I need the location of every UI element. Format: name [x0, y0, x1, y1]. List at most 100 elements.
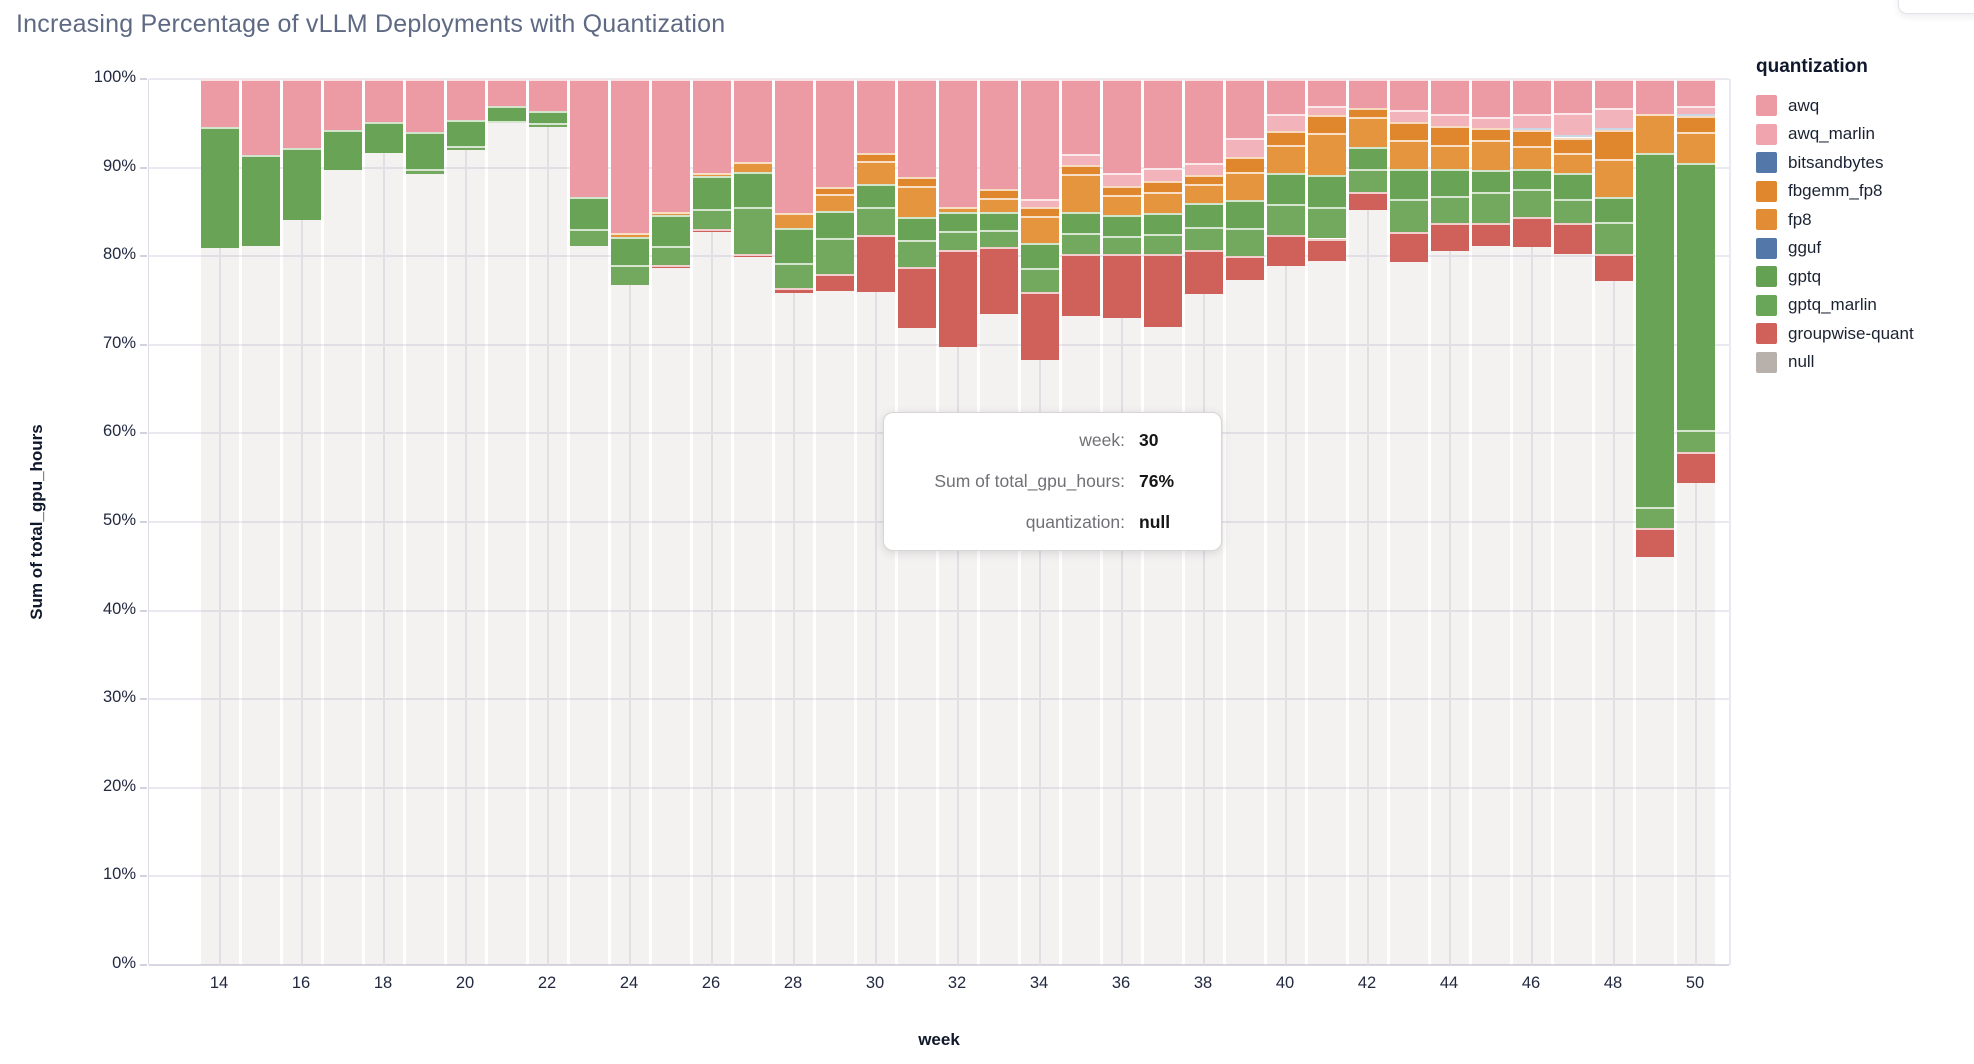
bar-segment-fp8-week-32[interactable]: [939, 206, 977, 212]
bar-segment-fp8-week-50[interactable]: [1677, 132, 1715, 164]
bar-segment-awq-week-26[interactable]: [693, 79, 731, 173]
bar-segment-gptq_marlin-week-38[interactable]: [1185, 226, 1223, 250]
bar-segment-groupwise-quant-week-26[interactable]: [693, 228, 731, 233]
bar-segment-fp8-week-40[interactable]: [1267, 144, 1305, 173]
bar-segment-fp8-week-26[interactable]: [693, 172, 731, 177]
bar-segment-fp8-week-49[interactable]: [1636, 113, 1674, 153]
bar-segment-awq-week-31[interactable]: [898, 79, 936, 178]
bar-segment-gptq-week-40[interactable]: [1267, 172, 1305, 204]
bar-segment-groupwise-quant-week-31[interactable]: [898, 266, 936, 328]
bar-segment-fp8-week-45[interactable]: [1472, 140, 1510, 171]
bar-segment-awq-week-49[interactable]: [1636, 79, 1674, 114]
bar-segment-awq_marlin-week-44[interactable]: [1431, 114, 1469, 126]
bar-segment-fbgemm_fp8-week-34[interactable]: [1021, 207, 1059, 217]
bar-segment-awq-week-17[interactable]: [324, 79, 362, 131]
bar-segment-awq-week-16[interactable]: [283, 79, 321, 149]
bar-segment-gptq_marlin-week-39[interactable]: [1226, 227, 1264, 257]
bar-segment-gptq-week-37[interactable]: [1144, 212, 1182, 235]
bar-segment-awq-week-23[interactable]: [570, 79, 608, 197]
bar-segment-gptq_marlin-week-26[interactable]: [693, 209, 731, 229]
bar-segment-awq-week-45[interactable]: [1472, 79, 1510, 118]
bar-segment-gptq-week-30[interactable]: [857, 183, 895, 208]
bar-segment-gptq_marlin-week-44[interactable]: [1431, 195, 1469, 223]
bar-segment-groupwise-quant-week-46[interactable]: [1513, 217, 1551, 248]
bar-segment-fbgemm_fp8-week-40[interactable]: [1267, 131, 1305, 145]
bar-segment-groupwise-quant-week-27[interactable]: [734, 254, 772, 258]
bar-segment-awq_marlin-week-36[interactable]: [1103, 172, 1141, 187]
bar-segment-bitsandbytes-week-46[interactable]: [1513, 127, 1551, 131]
bar-segment-null-week-25[interactable]: [652, 267, 690, 965]
bar-segment-awq-week-33[interactable]: [980, 79, 1018, 189]
bar-segment-null-week-28[interactable]: [775, 292, 813, 965]
bar-segment-null-week-30[interactable]: [857, 291, 895, 965]
bar-segment-fbgemm_fp8-week-45[interactable]: [1472, 127, 1510, 141]
bar-segment-bitsandbytes-week-48[interactable]: [1595, 127, 1633, 131]
bar-segment-groupwise-quant-week-40[interactable]: [1267, 234, 1305, 266]
legend-item-bitsandbytes[interactable]: bitsandbytes: [1756, 152, 1970, 173]
bar-segment-gptq-week-28[interactable]: [775, 227, 813, 264]
bar-segment-fbgemm_fp8-week-37[interactable]: [1144, 180, 1182, 192]
bar-segment-null-week-19[interactable]: [406, 173, 444, 965]
bar-segment-null-week-18[interactable]: [365, 153, 403, 965]
bar-segment-awq_marlin-week-38[interactable]: [1185, 163, 1223, 175]
bar-segment-null-week-20[interactable]: [447, 149, 485, 965]
bar-segment-gptq_marlin-week-40[interactable]: [1267, 203, 1305, 235]
bar-segment-groupwise-quant-week-30[interactable]: [857, 234, 895, 292]
bar-segment-gptq-week-22[interactable]: [529, 110, 567, 124]
bar-segment-gptq_marlin-week-48[interactable]: [1595, 221, 1633, 255]
bar-segment-awq_marlin-week-35[interactable]: [1062, 154, 1100, 165]
bar-segment-fbgemm_fp8-week-39[interactable]: [1226, 156, 1264, 173]
bar-segment-null-week-50[interactable]: [1677, 483, 1715, 965]
bar-segment-awq-week-34[interactable]: [1021, 79, 1059, 199]
bar-segment-gptq_marlin-week-31[interactable]: [898, 240, 936, 267]
bar-segment-null-week-15[interactable]: [242, 246, 280, 965]
bar-segment-gptq-week-41[interactable]: [1308, 174, 1346, 207]
bar-segment-awq-week-42[interactable]: [1349, 79, 1387, 109]
bar-segment-null-week-26[interactable]: [693, 232, 731, 965]
bar-segment-awq_marlin-week-37[interactable]: [1144, 167, 1182, 181]
bar-segment-gptq-week-36[interactable]: [1103, 214, 1141, 236]
bar-segment-null-week-43[interactable]: [1390, 261, 1428, 965]
bar-segment-null-week-40[interactable]: [1267, 265, 1305, 965]
bar-segment-gptq-week-26[interactable]: [693, 176, 731, 210]
bar-segment-awq_marlin-week-50[interactable]: [1677, 105, 1715, 114]
bar-segment-gptq-week-14[interactable]: [201, 126, 239, 249]
bar-segment-fp8-week-31[interactable]: [898, 186, 936, 218]
bar-segment-gptq-week-33[interactable]: [980, 211, 1018, 230]
legend-item-fbgemm_fp8[interactable]: fbgemm_fp8: [1756, 180, 1970, 202]
bar-segment-groupwise-quant-week-42[interactable]: [1349, 192, 1387, 211]
legend-item-awq_marlin[interactable]: awq_marlin: [1756, 123, 1970, 145]
bar-segment-awq-week-47[interactable]: [1554, 79, 1592, 113]
bar-segment-gptq_marlin-week-43[interactable]: [1390, 198, 1428, 233]
bar-segment-awq-week-28[interactable]: [775, 79, 813, 213]
bar-segment-null-week-29[interactable]: [816, 290, 854, 965]
bar-segment-null-week-24[interactable]: [611, 285, 649, 965]
bar-segment-fbgemm_fp8-week-29[interactable]: [816, 187, 854, 195]
bar-segment-null-week-45[interactable]: [1472, 246, 1510, 965]
bar-segment-fp8-week-37[interactable]: [1144, 191, 1182, 213]
bar-segment-groupwise-quant-week-39[interactable]: [1226, 256, 1264, 281]
bar-segment-gptq_marlin-week-47[interactable]: [1554, 198, 1592, 224]
bar-segment-fp8-week-47[interactable]: [1554, 152, 1592, 173]
bar-segment-gptq-week-32[interactable]: [939, 211, 977, 231]
bar-segment-awq-week-20[interactable]: [447, 79, 485, 120]
bar-segment-awq-week-27[interactable]: [734, 79, 772, 163]
bar-segment-null-week-42[interactable]: [1349, 210, 1387, 965]
bar-segment-groupwise-quant-week-33[interactable]: [980, 247, 1018, 314]
bar-segment-awq-week-14[interactable]: [201, 79, 239, 127]
bar-segment-groupwise-quant-week-34[interactable]: [1021, 291, 1059, 360]
bar-segment-fbgemm_fp8-week-48[interactable]: [1595, 130, 1633, 159]
bar-segment-groupwise-quant-week-41[interactable]: [1308, 238, 1346, 261]
bar-segment-fp8-week-24[interactable]: [611, 233, 649, 237]
bar-segment-awq-week-50[interactable]: [1677, 79, 1715, 106]
bar-segment-gptq_marlin-week-42[interactable]: [1349, 169, 1387, 193]
bar-segment-gptq-week-17[interactable]: [324, 130, 362, 171]
bar-segment-awq_marlin-week-34[interactable]: [1021, 198, 1059, 208]
bar-segment-fbgemm_fp8-week-50[interactable]: [1677, 116, 1715, 133]
bar-segment-gptq-week-45[interactable]: [1472, 170, 1510, 193]
bar-segment-fp8-week-33[interactable]: [980, 197, 1018, 212]
bar-segment-gptq-week-38[interactable]: [1185, 203, 1223, 227]
legend-item-awq[interactable]: awq: [1756, 95, 1970, 116]
bar-segment-gptq_marlin-week-20[interactable]: [447, 146, 485, 150]
bar-segment-awq-week-30[interactable]: [857, 79, 895, 154]
